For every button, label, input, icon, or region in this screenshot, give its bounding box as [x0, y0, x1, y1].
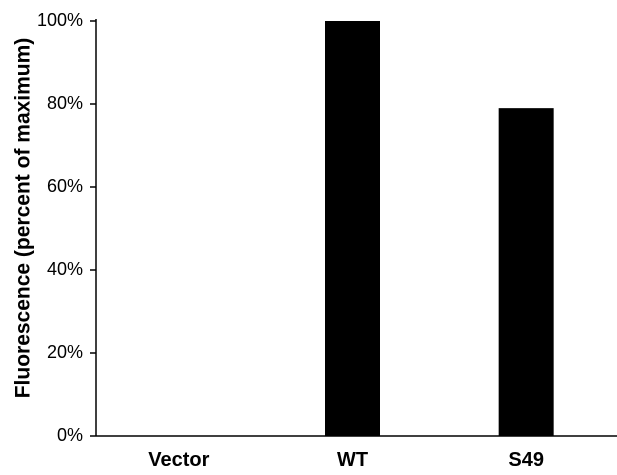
- y-tick-label: 20%: [47, 342, 83, 362]
- plot-area: 0% 20% 40% 60% 80% 100% Vector WT S49: [37, 10, 617, 471]
- y-tick-label: 0%: [57, 425, 83, 445]
- y-tick-label: 60%: [47, 176, 83, 196]
- bar-wt: [325, 21, 380, 436]
- y-tick-label: 40%: [47, 259, 83, 279]
- x-category-label: S49: [508, 449, 544, 471]
- bar-s49: [498, 108, 554, 437]
- y-tick-label: 80%: [47, 93, 83, 113]
- x-category-label: WT: [337, 449, 368, 471]
- y-axis-title: Fluorescence (percent of maximum): [12, 38, 35, 399]
- x-category-label: Vector: [148, 449, 209, 471]
- y-tick-label: 100%: [37, 10, 83, 30]
